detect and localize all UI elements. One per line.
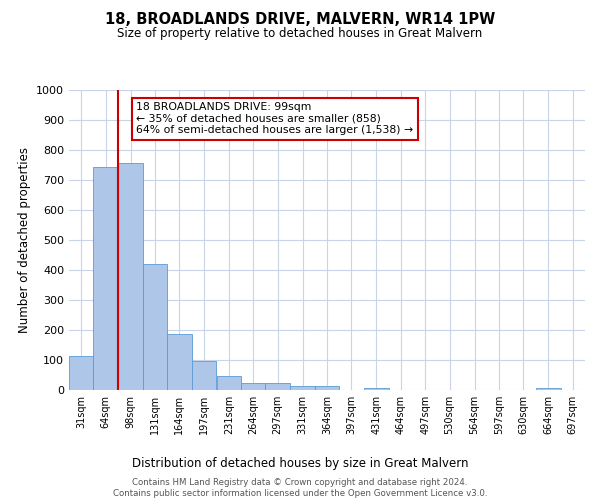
Bar	[364, 388, 389, 390]
Y-axis label: Number of detached properties: Number of detached properties	[17, 147, 31, 333]
Bar	[536, 388, 560, 390]
Bar	[265, 383, 290, 390]
Bar	[191, 361, 216, 390]
Text: 18 BROADLANDS DRIVE: 99sqm
← 35% of detached houses are smaller (858)
64% of sem: 18 BROADLANDS DRIVE: 99sqm ← 35% of deta…	[136, 102, 413, 135]
Text: 18, BROADLANDS DRIVE, MALVERN, WR14 1PW: 18, BROADLANDS DRIVE, MALVERN, WR14 1PW	[105, 12, 495, 28]
Text: Size of property relative to detached houses in Great Malvern: Size of property relative to detached ho…	[118, 28, 482, 40]
Text: Distribution of detached houses by size in Great Malvern: Distribution of detached houses by size …	[132, 458, 468, 470]
Bar	[94, 167, 118, 390]
Text: Contains HM Land Registry data © Crown copyright and database right 2024.
Contai: Contains HM Land Registry data © Crown c…	[113, 478, 487, 498]
Bar	[118, 163, 143, 390]
Bar	[69, 356, 94, 390]
Bar	[241, 383, 265, 390]
Bar	[143, 264, 167, 390]
Bar	[167, 334, 191, 390]
Bar	[217, 376, 241, 390]
Bar	[290, 386, 315, 390]
Bar	[315, 386, 339, 390]
